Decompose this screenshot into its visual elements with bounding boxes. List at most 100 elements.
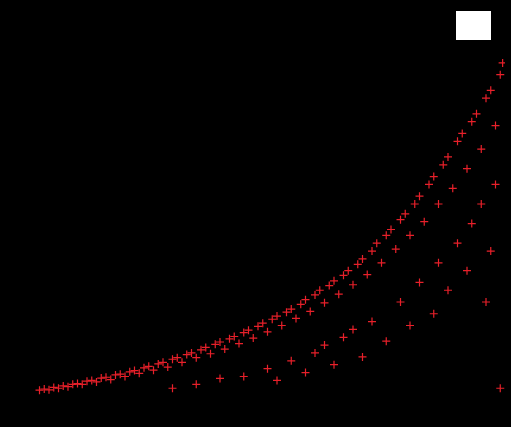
points <box>36 59 506 394</box>
point <box>154 360 162 368</box>
point <box>240 372 248 380</box>
point <box>202 343 210 351</box>
point <box>387 225 395 233</box>
point <box>273 312 281 320</box>
point <box>420 218 428 226</box>
point <box>321 299 329 307</box>
point <box>397 298 405 306</box>
point <box>40 385 48 393</box>
point <box>235 340 243 348</box>
point <box>368 247 376 255</box>
point <box>496 384 504 392</box>
point <box>249 334 257 342</box>
point <box>416 192 424 200</box>
point <box>354 260 362 268</box>
point <box>454 239 462 247</box>
point <box>316 286 324 294</box>
point <box>468 118 476 126</box>
point <box>401 210 409 218</box>
point <box>406 322 414 330</box>
point <box>492 180 500 188</box>
point <box>335 290 343 298</box>
point <box>221 345 229 353</box>
point <box>311 349 319 357</box>
point <box>482 94 490 102</box>
point <box>340 271 348 279</box>
point <box>83 377 91 385</box>
background <box>0 0 511 427</box>
point <box>112 371 120 379</box>
point <box>264 365 272 373</box>
point <box>188 349 196 357</box>
point <box>496 71 504 79</box>
point <box>430 310 438 318</box>
point <box>349 281 357 289</box>
point <box>216 338 224 346</box>
plot-area <box>30 8 507 401</box>
point <box>499 59 505 67</box>
point <box>463 165 471 173</box>
point <box>216 374 224 382</box>
point <box>178 358 186 366</box>
point <box>126 368 134 376</box>
point <box>359 353 367 361</box>
point <box>449 184 457 192</box>
point <box>36 386 44 394</box>
point <box>50 383 58 391</box>
point <box>487 247 495 255</box>
point <box>458 129 466 137</box>
point <box>368 318 376 326</box>
point <box>330 361 338 369</box>
point <box>382 231 390 239</box>
point <box>173 354 181 362</box>
point <box>97 374 105 382</box>
point <box>302 369 310 377</box>
point <box>74 380 82 388</box>
point <box>444 286 452 294</box>
point <box>349 325 357 333</box>
point <box>59 382 67 390</box>
point <box>463 267 471 275</box>
point <box>406 231 414 239</box>
point <box>93 378 101 386</box>
point <box>273 376 281 384</box>
point <box>287 357 295 365</box>
point <box>297 300 305 308</box>
point <box>382 337 390 345</box>
point <box>411 200 419 208</box>
point <box>468 220 476 228</box>
point <box>150 366 158 374</box>
point <box>245 326 253 334</box>
point <box>183 351 191 359</box>
point <box>135 369 143 377</box>
point <box>435 259 443 267</box>
point <box>325 282 333 290</box>
point <box>430 173 438 181</box>
point <box>292 314 300 322</box>
point <box>164 363 172 371</box>
point <box>363 271 371 279</box>
point <box>264 328 272 336</box>
plot-frame <box>30 8 505 400</box>
point <box>439 161 447 169</box>
point <box>344 267 352 275</box>
point <box>330 277 338 285</box>
point <box>145 362 153 370</box>
legend-box <box>456 11 491 40</box>
point <box>359 255 367 263</box>
point <box>416 278 424 286</box>
point <box>69 380 77 388</box>
point <box>121 372 129 380</box>
point <box>392 245 400 253</box>
point <box>378 259 386 267</box>
point <box>487 86 495 94</box>
point <box>159 358 167 366</box>
point <box>169 384 177 392</box>
point <box>169 355 177 363</box>
point <box>425 180 433 188</box>
point <box>444 153 452 161</box>
point <box>302 296 310 304</box>
point <box>192 354 200 362</box>
chart <box>0 0 511 427</box>
point <box>107 376 115 384</box>
